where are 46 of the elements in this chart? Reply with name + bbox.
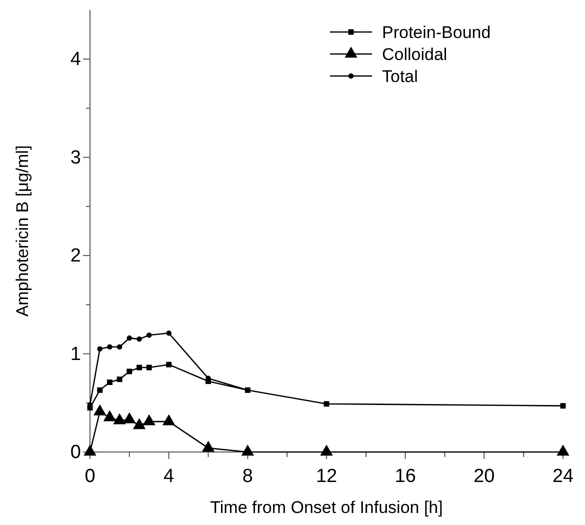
point xyxy=(241,444,254,456)
y-tick-label: 0 xyxy=(70,442,81,464)
y-tick-label: 3 xyxy=(70,147,81,168)
x-tick-label: 24 xyxy=(552,466,574,487)
point xyxy=(136,364,142,370)
x-axis-title: Time from Onset of Infusion [h] xyxy=(210,498,443,517)
point xyxy=(113,413,126,424)
y-tick-label: 2 xyxy=(70,246,81,267)
point xyxy=(146,332,152,338)
legend-label: Protein-Bound xyxy=(382,22,491,42)
x-tick-label: 20 xyxy=(474,466,495,487)
point xyxy=(556,444,570,456)
point xyxy=(132,418,146,430)
point xyxy=(136,336,142,342)
point xyxy=(162,414,176,426)
y-tick-label: 4 xyxy=(70,49,82,70)
x-tick-label: 0 xyxy=(84,466,96,487)
point xyxy=(320,444,333,456)
y-axis-title: Amphotericin B [μg/ml] xyxy=(13,145,32,317)
legend-label: Total xyxy=(382,66,418,86)
point xyxy=(126,335,132,341)
x-tick-label: 8 xyxy=(242,466,253,487)
point xyxy=(107,344,112,350)
point xyxy=(97,346,102,352)
point xyxy=(97,387,103,393)
point xyxy=(146,364,152,370)
legend-label: Colloidal xyxy=(382,44,448,64)
point xyxy=(93,404,106,416)
point xyxy=(166,330,172,336)
point xyxy=(324,401,330,407)
point xyxy=(126,368,132,374)
x-tick-label: 4 xyxy=(164,466,175,487)
point xyxy=(166,362,172,368)
point xyxy=(87,405,93,411)
x-tick-label: 12 xyxy=(316,466,338,487)
point xyxy=(106,380,112,385)
x-tick-label: 16 xyxy=(394,466,416,487)
point xyxy=(123,412,136,424)
point xyxy=(202,440,215,452)
point xyxy=(116,376,122,382)
point xyxy=(142,414,156,426)
point xyxy=(116,344,122,350)
point xyxy=(560,403,566,409)
point xyxy=(103,410,116,422)
y-tick-label: 1 xyxy=(70,344,81,365)
point xyxy=(206,378,211,384)
